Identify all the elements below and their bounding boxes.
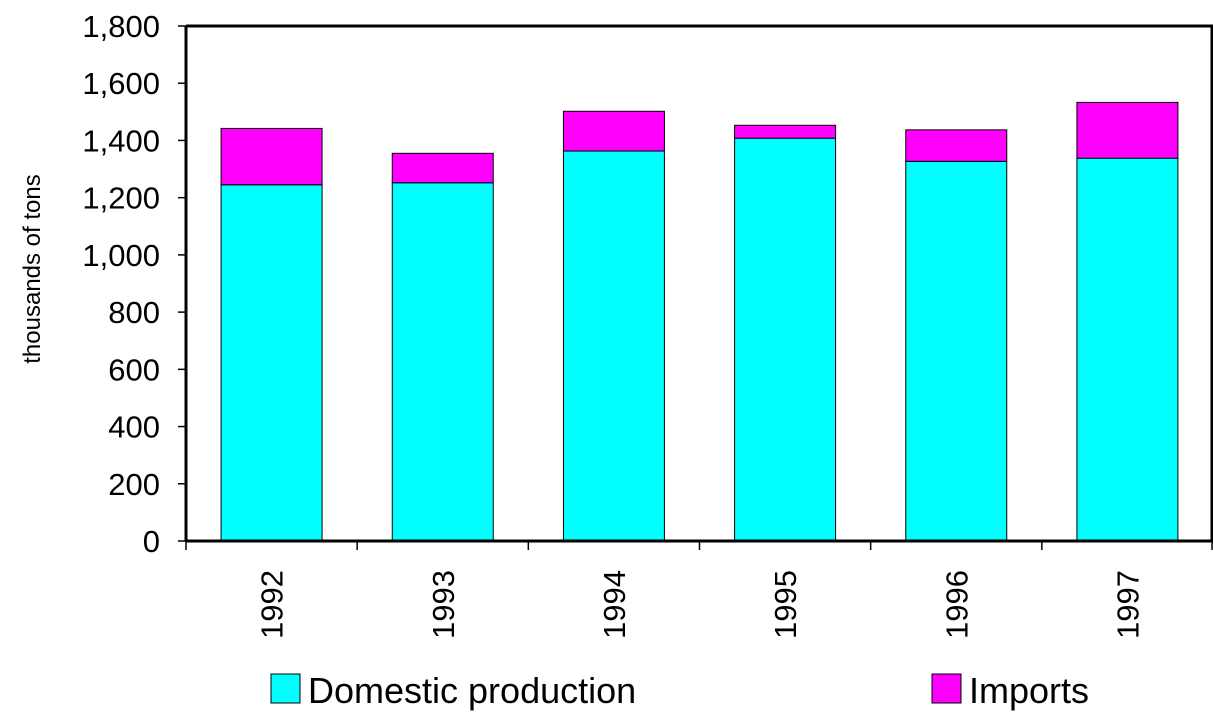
bar-domestic-production-1997	[1076, 157, 1179, 542]
axes-layer: 0 200 400 600 800 1,000 1,200 1,400 1,600 1,800 19…	[82, 9, 1213, 639]
x-tick-label-1992: 1992	[255, 570, 290, 639]
legend-swatch-imports	[931, 673, 962, 704]
x-tick-label-1997: 1997	[1110, 570, 1145, 639]
y-tick-label: 1,400	[82, 123, 160, 158]
x-tick-label-1994: 1994	[597, 570, 632, 639]
bar-domestic-production-1996	[905, 160, 1008, 542]
y-tick-label: 1,200	[82, 181, 160, 216]
x-tick-label-1995: 1995	[768, 570, 803, 639]
y-tick-label: 200	[108, 467, 160, 502]
y-tick-label: 1,800	[82, 9, 160, 44]
bar-imports-1997	[1076, 101, 1179, 159]
legend-swatch-domestic-production	[270, 673, 301, 704]
x-tick-label-1993: 1993	[426, 570, 461, 639]
y-tick-label: 400	[108, 410, 160, 445]
legend-label-domestic-production: Domestic production	[308, 670, 636, 711]
bars-layer	[220, 101, 1179, 542]
bar-domestic-production-1992	[220, 184, 323, 542]
bar-domestic-production-1994	[562, 150, 665, 542]
x-tick-label-1996: 1996	[939, 570, 974, 639]
bar-imports-1993	[391, 152, 494, 184]
bar-imports-1995	[734, 124, 837, 139]
y-axis-title: thousands of tons	[19, 174, 46, 363]
bar-imports-1992	[220, 127, 323, 186]
y-tick-label: 600	[108, 352, 160, 387]
legend-label-imports: Imports	[969, 670, 1089, 711]
bar-domestic-production-1993	[391, 182, 494, 542]
bar-imports-1994	[562, 110, 665, 152]
y-tick-label: 1,600	[82, 66, 160, 101]
legend: Domestic production Imports	[270, 670, 1089, 711]
y-tick-label: 1,000	[82, 238, 160, 273]
y-tick-label: 800	[108, 295, 160, 330]
bar-imports-1996	[905, 129, 1008, 162]
bar-domestic-production-1995	[734, 137, 837, 542]
y-tick-label: 0	[143, 524, 160, 559]
